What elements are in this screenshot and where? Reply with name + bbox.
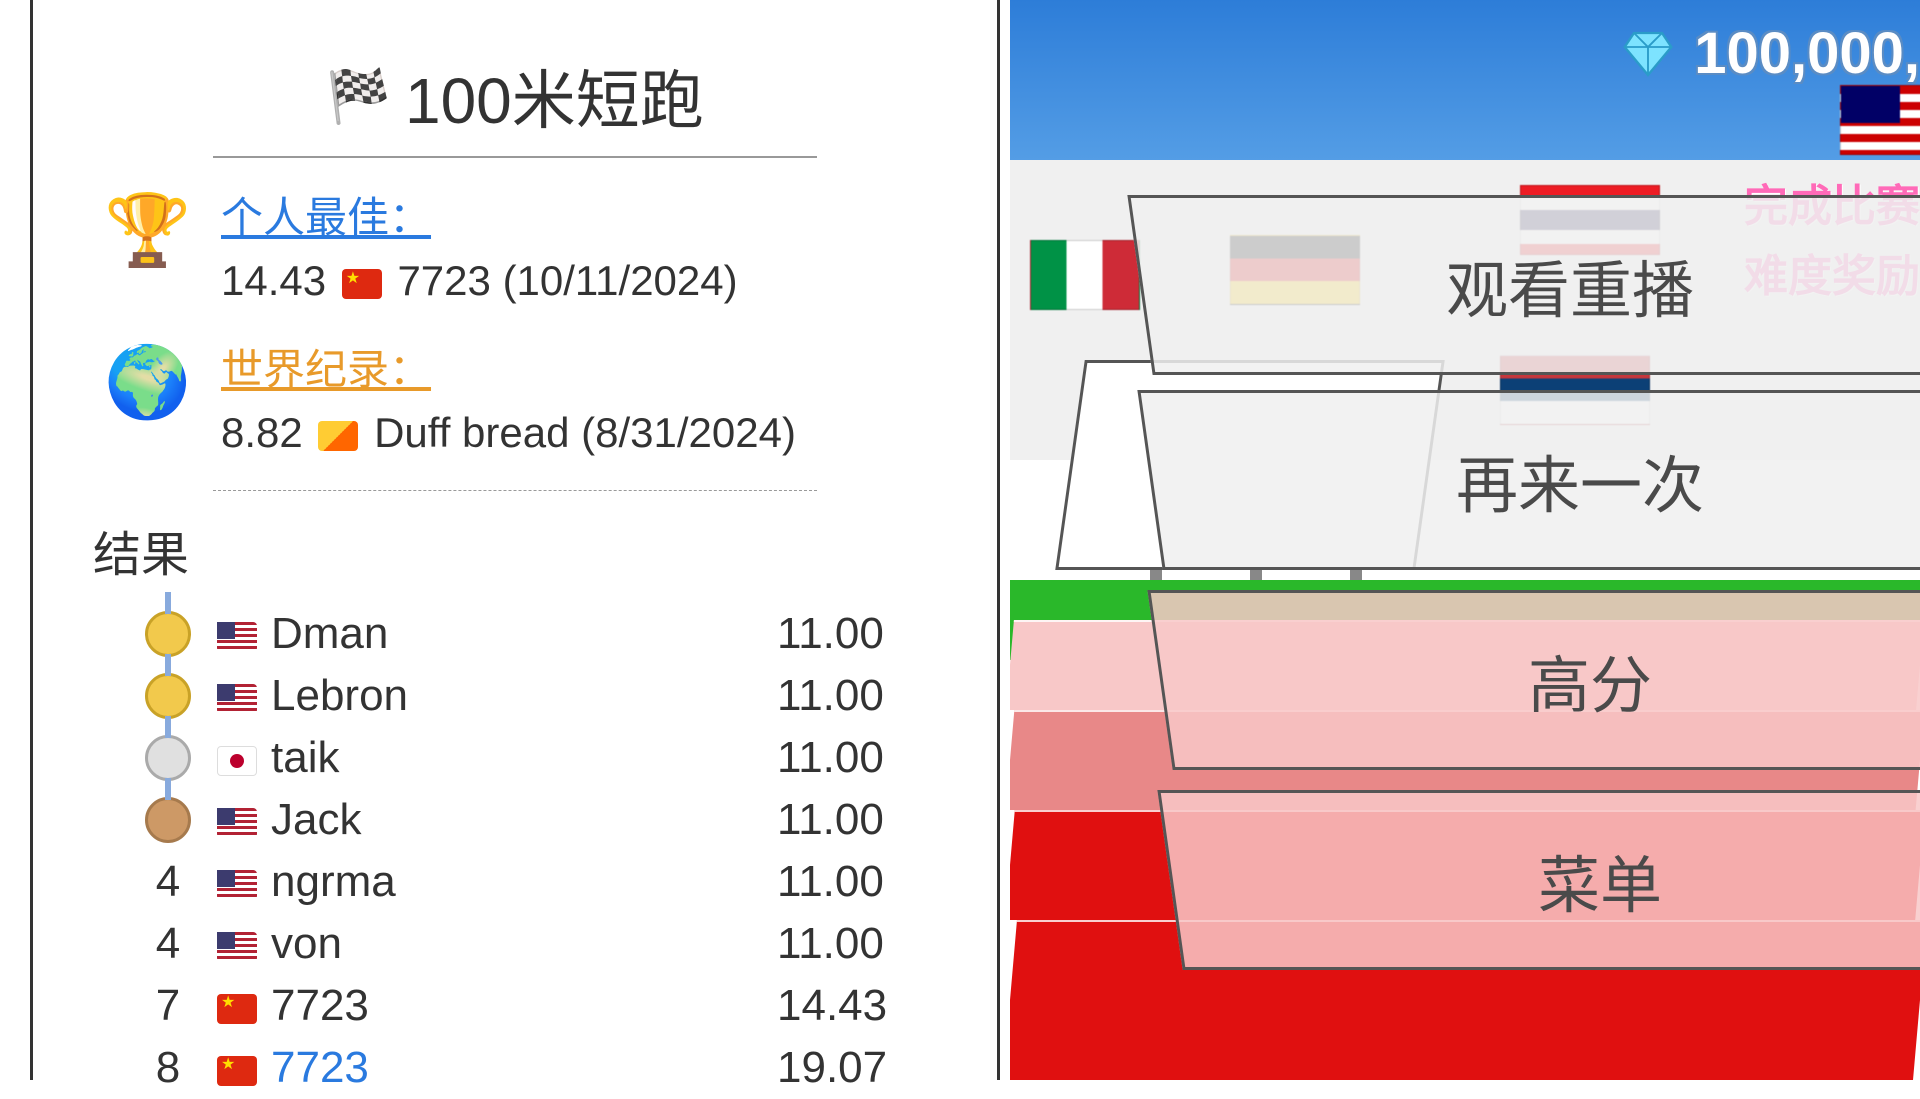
flag-jp-icon xyxy=(217,746,257,776)
player-name: 7723 xyxy=(271,981,777,1031)
player-time: 14.43 xyxy=(777,981,937,1031)
personal-best-time: 14.43 xyxy=(221,257,326,304)
flag-us-icon xyxy=(217,932,257,962)
result-row: Lebron11.00 xyxy=(93,665,937,727)
flag-cell xyxy=(213,795,271,845)
player-time: 11.00 xyxy=(777,609,937,659)
flag-us-icon xyxy=(217,870,257,900)
personal-best-block: 🏆 个人最佳： 14.43 7723 (10/11/2024) xyxy=(93,186,937,312)
player-time: 19.07 xyxy=(777,1043,937,1093)
result-row: 4 ngrma11.00 xyxy=(93,851,937,913)
player-time: 11.00 xyxy=(777,795,937,845)
world-record-block: 🌍 世界纪录： 8.82 Duff bread (8/31/2024) xyxy=(93,338,937,464)
gold-medal-icon xyxy=(145,611,191,657)
results-heading: 结果 xyxy=(93,515,937,585)
player-name: 7723 xyxy=(271,1043,777,1093)
player-name: Jack xyxy=(271,795,777,845)
flag-cell xyxy=(213,981,271,1031)
divider xyxy=(213,156,817,158)
flag-italy xyxy=(1030,240,1140,310)
retry-button[interactable]: 再来一次 xyxy=(1137,390,1920,570)
player-name: ngrma xyxy=(271,857,777,907)
silver-medal-icon xyxy=(145,735,191,781)
personal-best-player: 7723 xyxy=(397,257,490,304)
player-time: 11.00 xyxy=(777,919,937,969)
trophy-icon: 🏆 xyxy=(103,186,193,276)
watch-replay-button[interactable]: 观看重播 xyxy=(1127,195,1920,375)
rank-cell xyxy=(123,673,213,719)
flag-cn-icon xyxy=(217,1056,257,1086)
dashed-divider xyxy=(213,490,817,491)
world-record-label: 世界纪录： xyxy=(221,346,431,393)
rank-cell xyxy=(123,797,213,843)
currency-value: 100,000, xyxy=(1694,20,1920,87)
rank-cell: 7 xyxy=(123,981,213,1031)
main-menu-label: 菜单 xyxy=(1538,835,1662,925)
flag-cell xyxy=(213,919,271,969)
result-row: Dman11.00 xyxy=(93,603,937,665)
flag-bhutan-icon xyxy=(318,421,358,451)
player-time: 11.00 xyxy=(777,857,937,907)
checkered-flag-icon: 🏁 xyxy=(326,66,391,127)
flag-cell xyxy=(213,609,271,659)
rank-cell: 8 xyxy=(123,1043,213,1093)
rank-cell xyxy=(123,735,213,781)
rank-cell xyxy=(123,611,213,657)
personal-best-date: (10/11/2024) xyxy=(503,257,738,304)
player-name: von xyxy=(271,919,777,969)
result-row: taik11.00 xyxy=(93,727,937,789)
results-list: Dman11.00Lebron11.00taik11.00Jack11.004n… xyxy=(93,603,937,1099)
results-panel: 🏁 100米短跑 🏆 个人最佳： 14.43 7723 (10/11/2024)… xyxy=(30,0,1000,1080)
highscore-label: 高分 xyxy=(1528,635,1652,725)
retry-label: 再来一次 xyxy=(1456,435,1704,525)
result-row: Jack11.00 xyxy=(93,789,937,851)
flag-cn-icon xyxy=(217,994,257,1024)
result-row: 4 von11.00 xyxy=(93,913,937,975)
player-name: Lebron xyxy=(271,671,777,721)
flag-cell xyxy=(213,1043,271,1093)
flag-cell xyxy=(213,733,271,783)
result-row: 7 772314.43 xyxy=(93,975,937,1037)
highscore-button[interactable]: 高分 xyxy=(1147,590,1920,770)
player-name: taik xyxy=(271,733,777,783)
flag-cell xyxy=(213,857,271,907)
rank-cell: 4 xyxy=(123,857,213,907)
event-title-row: 🏁 100米短跑 xyxy=(93,50,937,142)
game-background: 100,000, 完成比赛 难度奖励 观看重播 再来一次 高分 菜单 xyxy=(1010,0,1920,1080)
rank-cell: 4 xyxy=(123,919,213,969)
gold-medal-icon xyxy=(145,673,191,719)
event-title: 100米短跑 xyxy=(405,50,704,142)
result-row: 8 772319.07 xyxy=(93,1037,937,1099)
flag-china-icon xyxy=(342,269,382,299)
player-name: Dman xyxy=(271,609,777,659)
bronze-medal-icon xyxy=(145,797,191,843)
player-time: 11.00 xyxy=(777,671,937,721)
flag-us-icon xyxy=(217,684,257,714)
player-time: 11.00 xyxy=(777,733,937,783)
watch-replay-label: 观看重播 xyxy=(1446,240,1694,330)
world-record-player: Duff bread xyxy=(374,409,569,456)
diamond-icon xyxy=(1620,26,1676,82)
world-record-time: 8.82 xyxy=(221,409,303,456)
flag-cell xyxy=(213,671,271,721)
world-record-date: (8/31/2024) xyxy=(581,409,796,456)
globe-icon: 🌍 xyxy=(103,338,193,428)
personal-best-label: 个人最佳： xyxy=(221,194,431,241)
flag-us-icon xyxy=(217,808,257,838)
main-menu-button[interactable]: 菜单 xyxy=(1157,790,1920,970)
flag-malaysia xyxy=(1840,85,1920,155)
flag-us-icon xyxy=(217,622,257,652)
currency-display: 100,000, xyxy=(1620,20,1920,87)
